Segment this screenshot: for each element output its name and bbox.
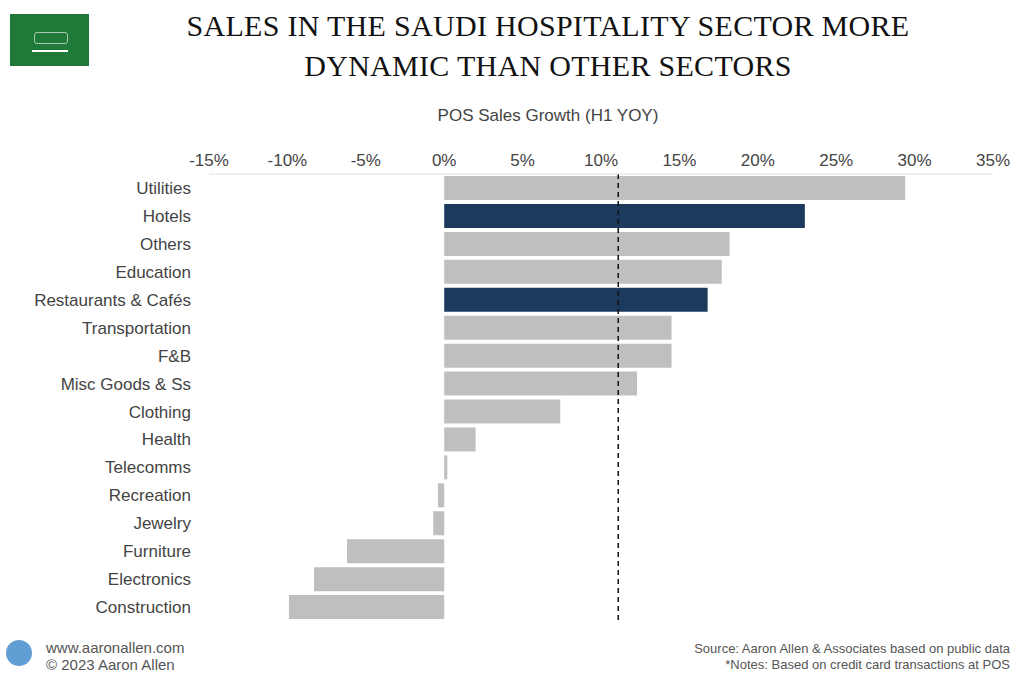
svg-text:Transportation: Transportation bbox=[82, 319, 191, 338]
svg-text:Furniture: Furniture bbox=[123, 542, 191, 561]
svg-text:20%: 20% bbox=[741, 151, 775, 170]
html-text:SALES IN THE SAUDI HOSPITALITY: SALES IN THE SAUDI HOSPITALITY SECTOR MO… bbox=[186, 9, 910, 82]
svg-text:Recreation: Recreation bbox=[109, 486, 191, 505]
svg-text:-5%: -5% bbox=[351, 151, 381, 170]
svg-text:Clothing: Clothing bbox=[129, 403, 191, 422]
svg-text:-15%: -15% bbox=[189, 151, 229, 170]
svg-text:30%: 30% bbox=[898, 151, 932, 170]
svg-text:Utilities: Utilities bbox=[136, 179, 191, 198]
svg-text:Jewelry: Jewelry bbox=[133, 514, 191, 533]
svg-text:Others: Others bbox=[140, 235, 191, 254]
svg-text:Hotels: Hotels bbox=[143, 207, 191, 226]
html-text:*Notes: Based on credit card t: *Notes: Based on credit card transaction… bbox=[725, 657, 1010, 672]
svg-text:Health: Health bbox=[142, 430, 191, 449]
svg-text:Restaurants & Cafés: Restaurants & Cafés bbox=[34, 291, 191, 310]
svg-text:Electronics: Electronics bbox=[108, 570, 191, 589]
svg-text:F&B: F&B bbox=[158, 347, 191, 366]
svg-text:Telecomms: Telecomms bbox=[105, 458, 191, 477]
svg-text:5%: 5% bbox=[510, 151, 535, 170]
svg-text:25%: 25% bbox=[819, 151, 853, 170]
html-text:POS Sales Growth (H1 YOY): POS Sales Growth (H1 YOY) bbox=[437, 106, 659, 125]
svg-text:Construction: Construction bbox=[96, 598, 191, 617]
svg-text:Misc Goods & Ss: Misc Goods & Ss bbox=[61, 375, 191, 394]
html-text:Source: Aaron Allen & Associat: Source: Aaron Allen & Associates based o… bbox=[694, 641, 1010, 656]
svg-text:15%: 15% bbox=[662, 151, 696, 170]
html-text:© 2023 Aaron Allen: © 2023 Aaron Allen bbox=[46, 656, 175, 673]
svg-text:-10%: -10% bbox=[268, 151, 308, 170]
svg-text:0%: 0% bbox=[432, 151, 457, 170]
svg-text:Education: Education bbox=[115, 263, 191, 282]
svg-text:10%: 10% bbox=[584, 151, 618, 170]
html-text:www.aaronallen.com: www.aaronallen.com bbox=[46, 639, 185, 656]
svg-text:35%: 35% bbox=[976, 151, 1010, 170]
